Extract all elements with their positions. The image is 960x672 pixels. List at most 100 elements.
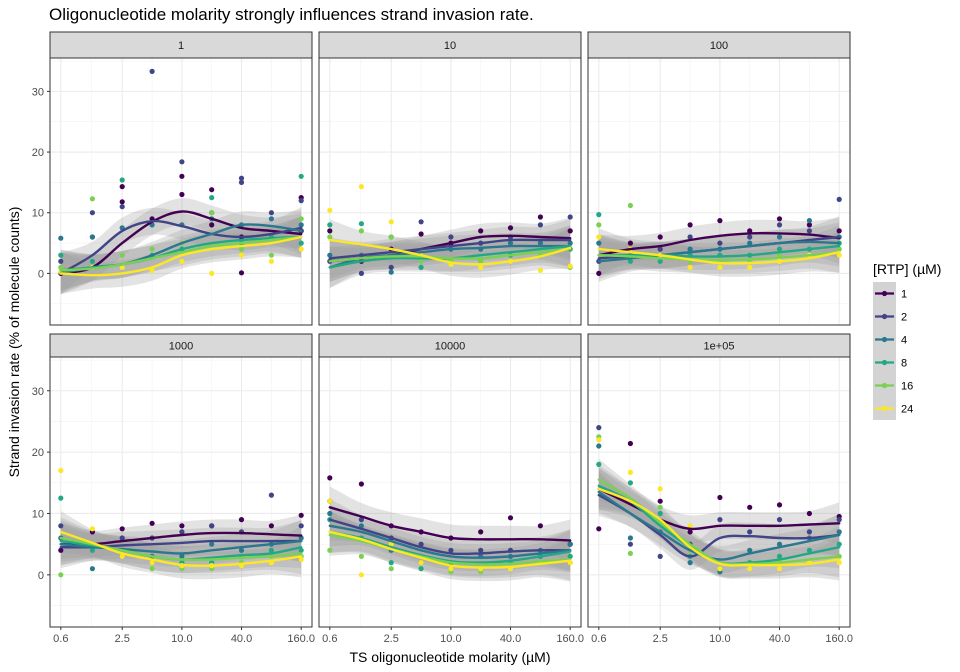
data-point xyxy=(268,258,274,264)
legend-key-point xyxy=(881,336,888,343)
data-point xyxy=(358,481,364,487)
facet-strip xyxy=(49,31,313,59)
data-point xyxy=(268,210,274,216)
data-point xyxy=(238,517,245,523)
data-point xyxy=(327,475,333,481)
smooth-line xyxy=(59,531,303,546)
confidence-band xyxy=(329,498,571,572)
data-point xyxy=(657,246,663,252)
data-point xyxy=(567,240,573,246)
data-point xyxy=(657,553,663,560)
facet-panel: 10000 0.6 2.5 10.0 40.0 160.0 xyxy=(318,333,584,645)
data-point xyxy=(687,560,693,566)
data-point xyxy=(58,252,64,258)
x-tick-label: 40.0 xyxy=(769,633,790,645)
smooth-line xyxy=(59,235,303,272)
data-point xyxy=(388,264,394,270)
data-point xyxy=(747,529,753,535)
data-point xyxy=(657,234,663,240)
data-point xyxy=(806,228,813,234)
data-point xyxy=(717,517,723,523)
smooth-line xyxy=(59,210,303,275)
legend-entry-label: 24 xyxy=(901,404,913,416)
data-point xyxy=(657,510,663,517)
panel-border xyxy=(49,356,313,628)
confidence-band xyxy=(60,517,302,575)
data-point xyxy=(58,258,64,264)
data-point xyxy=(268,492,274,498)
panel-background xyxy=(319,58,581,325)
smooth-line xyxy=(59,235,303,277)
data-point xyxy=(478,529,484,535)
data-point xyxy=(478,228,484,234)
y-tick-label: 0 xyxy=(38,268,44,280)
data-point xyxy=(58,495,64,501)
data-point xyxy=(537,523,544,529)
smooth-line xyxy=(328,530,572,569)
panel-border xyxy=(49,57,313,326)
data-point xyxy=(298,523,304,529)
facet-panel: 1000 0 10 20 30 0.6 2.5 10.0 40.0 160.0 xyxy=(32,333,315,645)
data-point xyxy=(418,219,424,225)
data-point xyxy=(388,219,394,225)
data-point xyxy=(358,228,364,234)
data-point xyxy=(298,512,304,518)
data-point xyxy=(776,222,783,228)
x-tick-label: 40.0 xyxy=(500,633,521,645)
facet-strip xyxy=(318,31,582,59)
data-point xyxy=(507,515,514,521)
data-point xyxy=(687,523,693,529)
data-point xyxy=(687,529,693,535)
data-point xyxy=(238,252,245,258)
x-tick-label: 160.0 xyxy=(287,633,315,645)
data-point xyxy=(388,541,394,547)
data-point xyxy=(388,566,394,572)
data-point xyxy=(567,214,573,220)
data-point xyxy=(596,212,602,218)
x-tick-label: 2.5 xyxy=(384,633,399,645)
data-point xyxy=(657,258,663,264)
data-point xyxy=(298,198,304,204)
data-point xyxy=(58,235,64,241)
data-point xyxy=(687,246,693,252)
data-point xyxy=(537,214,544,220)
data-point xyxy=(327,222,333,228)
data-point xyxy=(298,222,304,228)
data-point xyxy=(327,547,333,553)
smooth-line xyxy=(328,518,572,556)
smooth-line xyxy=(328,238,572,266)
x-tick-label: 10.0 xyxy=(440,633,461,645)
data-point xyxy=(418,560,424,566)
data-point xyxy=(209,270,215,276)
panel-border xyxy=(318,57,582,326)
x-tick-label: 2.5 xyxy=(115,633,130,645)
x-tick-label: 0.6 xyxy=(322,633,337,645)
data-point xyxy=(179,159,185,165)
data-point xyxy=(836,517,842,523)
facet-strip-label: 10 xyxy=(444,40,456,52)
data-point xyxy=(596,270,602,276)
data-point xyxy=(537,267,544,273)
data-point xyxy=(179,553,185,560)
data-point xyxy=(567,228,573,234)
confidence-band xyxy=(598,228,840,277)
data-point xyxy=(567,541,573,547)
data-point xyxy=(149,520,155,526)
data-point xyxy=(687,222,693,228)
confidence-band xyxy=(598,465,840,578)
data-point xyxy=(119,199,125,205)
data-point xyxy=(268,252,274,258)
confidence-band xyxy=(329,486,571,562)
data-point xyxy=(327,252,333,258)
data-point xyxy=(388,560,394,566)
data-point xyxy=(717,566,723,572)
facet-strip-label: 1 xyxy=(178,40,184,52)
data-point xyxy=(58,523,64,529)
legend-key-point xyxy=(881,313,888,320)
data-point xyxy=(238,547,245,553)
data-point xyxy=(179,523,185,529)
data-point xyxy=(806,218,813,224)
